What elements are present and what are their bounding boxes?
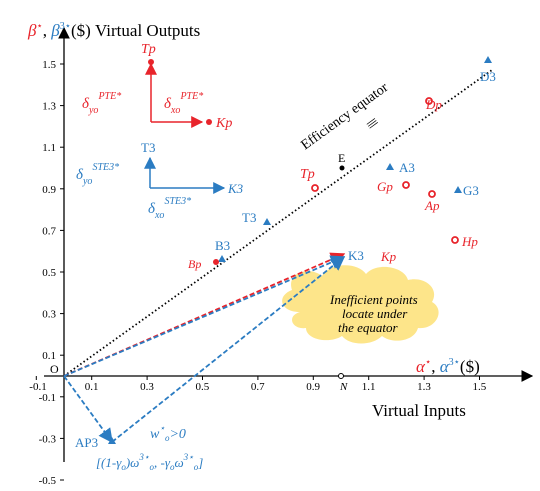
ste-yo-sup: STE3* — [92, 162, 119, 173]
legend-tp: Tp — [141, 42, 156, 57]
y-tick-label: 1.3 — [42, 101, 56, 113]
cloud-line-1: Inefficient points — [329, 292, 418, 307]
pte-legend: Tp Kp δyoPTE* δxoPTE* — [82, 42, 232, 131]
formula-label: [(1-γo)ω3⋆o, -γoω3⋆o] — [96, 452, 203, 472]
vectors — [63, 252, 346, 444]
point-gp — [402, 181, 410, 189]
cloud-shape — [282, 265, 439, 344]
vector-o-ap3 — [63, 375, 113, 444]
label-tp: Tp — [300, 167, 315, 182]
origin-label: O — [50, 362, 59, 376]
legend-tp-dot — [148, 59, 154, 65]
legend-kp-dot — [206, 119, 212, 125]
y-tick-label: 1.1 — [42, 142, 56, 154]
point-hp — [451, 236, 459, 244]
vector-o-k3 — [63, 255, 346, 377]
y-tick-label: -0.5 — [39, 475, 57, 487]
point-bp — [213, 259, 219, 265]
point-t3 — [263, 218, 271, 225]
weight-label: w⋆o>0 — [150, 423, 186, 443]
x-tick-label: -0.1 — [29, 381, 46, 393]
point-tp — [311, 184, 319, 192]
legend-t3: T3 — [141, 140, 155, 155]
point-b3 — [218, 255, 226, 262]
point-a3 — [386, 163, 394, 170]
legend-kp: Kp — [215, 116, 232, 131]
vector-ap3-k3 — [111, 256, 346, 443]
axis-ticks: -0.1 0.1 0.3 0.5 0.7 0.9 1.1 1.3 1.5 1.5 1.3 1.1 0.9… — [29, 59, 486, 487]
points: D3 Dp A3 E Gp G3 Ap Tp T3 Hp B3 Bp K3 — [75, 56, 496, 450]
y-tick-label: 1.5 — [42, 59, 56, 71]
cloud-line-2: locate under — [342, 306, 408, 321]
label-d3: D3 — [480, 69, 496, 84]
cloud-line-3: the equator — [338, 320, 399, 335]
y-axis-title: β⋆, β3⋆($) Virtual Outputs — [27, 21, 200, 40]
ste-legend: T3 K3 δyoSTE3* δxoSTE3* — [76, 140, 244, 221]
x-tick-label: 0.5 — [196, 381, 210, 393]
label-k3: K3 — [348, 248, 364, 263]
y-tick-label: -0.1 — [39, 392, 56, 404]
point-dp — [425, 97, 433, 105]
x-axis-symbol: α⋆, α3⋆($) — [416, 357, 480, 376]
y-tick-label: 0.7 — [42, 225, 56, 237]
delta-yo-pte: δyoPTE* — [82, 91, 121, 116]
equator-mark: ||| — [366, 117, 380, 130]
y-axis-text: Virtual Outputs — [95, 21, 200, 40]
label-b3: B3 — [215, 238, 230, 253]
label-hp: Hp — [461, 234, 478, 249]
pte-yo-sup: PTE* — [97, 91, 121, 102]
y-tick-label: 0.3 — [42, 309, 56, 321]
point-g3 — [454, 186, 462, 193]
y-tick-label: 0.5 — [42, 267, 56, 279]
label-ap3: AP3 — [75, 435, 98, 450]
ste-xo-sup: STE3* — [164, 196, 191, 207]
vector-o-kp — [63, 252, 346, 377]
x-axis-text: Virtual Inputs — [372, 401, 466, 420]
label-bp: Bp — [188, 257, 201, 271]
n-label: N — [339, 381, 348, 393]
delta-xo-ste: δxoSTE3* — [148, 196, 191, 221]
x-tick-label: 0.9 — [306, 381, 320, 393]
label-dp: Dp — [425, 97, 442, 112]
label-a3: A3 — [399, 160, 415, 175]
y-tick-label: -0.3 — [39, 433, 57, 445]
pte-xo-sup: PTE* — [179, 91, 203, 102]
label-g3: G3 — [463, 183, 479, 198]
point-d3 — [484, 56, 492, 63]
x-tick-label: 0.1 — [85, 381, 99, 393]
axes — [44, 26, 534, 462]
delta-xo-pte: δxoPTE* — [164, 91, 203, 116]
label-e: E — [338, 151, 345, 165]
inefficiency-cloud: Inefficient points locate under the equa… — [282, 265, 439, 344]
label-ap: Ap — [424, 198, 440, 213]
label-gp: Gp — [377, 179, 393, 194]
label-t3: T3 — [242, 210, 256, 225]
y-tick-label: 0.9 — [42, 184, 56, 196]
x-tick-label: 0.3 — [140, 381, 154, 393]
x-tick-label: 1.5 — [473, 381, 487, 393]
x-tick-label: 0.7 — [251, 381, 265, 393]
legend-k3: K3 — [227, 181, 244, 196]
efficiency-equator — [63, 69, 493, 377]
y-tick-label: 0.1 — [42, 350, 56, 362]
n-point — [338, 373, 344, 379]
point-ap3 — [108, 437, 116, 444]
point-e — [339, 165, 345, 171]
point-ap — [428, 190, 436, 198]
equator-label: Efficiency equator — [299, 80, 392, 153]
x-tick-label: 1.3 — [417, 381, 431, 393]
delta-yo-ste: δyoSTE3* — [76, 162, 119, 187]
label-kp: Kp — [380, 249, 397, 264]
x-tick-label: 1.1 — [362, 381, 376, 393]
